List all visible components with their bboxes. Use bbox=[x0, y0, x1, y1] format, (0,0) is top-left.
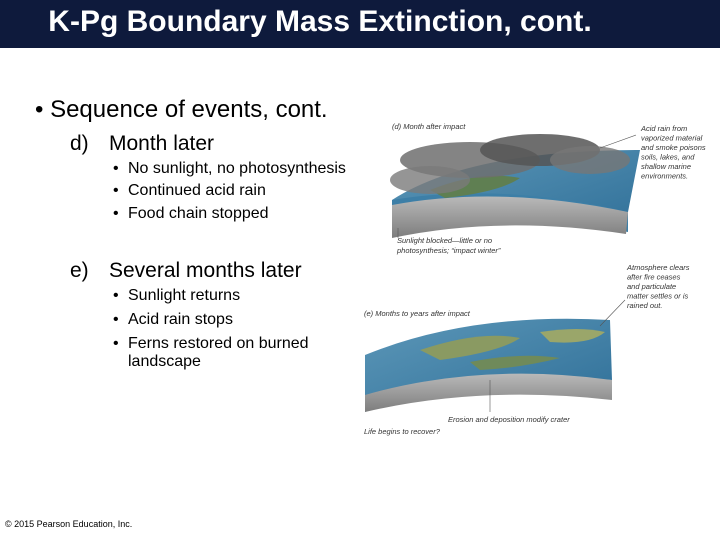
slide-title: K-Pg Boundary Mass Extinction, cont. bbox=[48, 5, 592, 38]
section-heading: e) Several months later bbox=[70, 259, 302, 283]
bullet-dot: • bbox=[113, 182, 119, 199]
section-heading-text: Month later bbox=[109, 132, 215, 155]
figure-label: Atmosphere clears bbox=[626, 263, 690, 272]
sub-bullet-text: Ferns restored on burned landscape bbox=[128, 335, 309, 370]
figure-caption: (e) Months to years after impact bbox=[364, 309, 471, 318]
sub-bullet: • Acid rain stops bbox=[113, 311, 328, 329]
bullet-dot: • bbox=[113, 287, 119, 304]
section-heading-text: Several months later bbox=[109, 259, 302, 282]
bullet-dot: • bbox=[113, 311, 119, 328]
figure-label: and smoke poisons bbox=[641, 143, 706, 152]
bullet-dot: • bbox=[113, 160, 119, 177]
footer: © 2015 Pearson Education, Inc. bbox=[5, 519, 133, 529]
main-bullet: • Sequence of events, cont. bbox=[35, 96, 328, 123]
figure-label: matter settles or is bbox=[627, 292, 689, 301]
figure-label: vaporized material bbox=[641, 134, 703, 143]
title-bar bbox=[0, 0, 720, 48]
figure-caption: (d) Month after impact bbox=[392, 122, 466, 131]
sub-bullet-text: No sunlight, no photosynthesis bbox=[128, 160, 346, 177]
figure-d bbox=[390, 134, 640, 238]
sub-bullet-text: Continued acid rain bbox=[128, 182, 266, 199]
figure-label: rained out. bbox=[627, 301, 662, 310]
figure-label: Erosion and deposition modify crater bbox=[448, 415, 570, 424]
figure-label: after fire ceases bbox=[627, 273, 681, 282]
sub-bullet: • Food chain stopped bbox=[113, 205, 413, 223]
figure-label: photosynthesis; “impact winter” bbox=[396, 246, 501, 255]
figure-label: and particulate bbox=[627, 282, 676, 291]
sub-bullet-text: Acid rain stops bbox=[128, 311, 233, 328]
sub-bullet-text: Food chain stopped bbox=[128, 205, 269, 222]
figure-label: shallow marine bbox=[641, 162, 691, 171]
figure-label: Acid rain from bbox=[640, 124, 687, 133]
section-label: d) bbox=[70, 132, 89, 155]
section-label: e) bbox=[70, 259, 89, 282]
figure-label: Life begins to recover? bbox=[364, 427, 441, 436]
figure-e bbox=[365, 299, 626, 412]
main-bullet-text: Sequence of events, cont. bbox=[50, 96, 328, 123]
figure-label: environments. bbox=[641, 172, 688, 181]
bullet-dot: • bbox=[113, 335, 119, 352]
sub-bullet: • Continued acid rain bbox=[113, 182, 413, 200]
sub-bullet-text: Sunlight returns bbox=[128, 287, 241, 304]
figure-label: soils, lakes, and bbox=[641, 153, 695, 162]
sub-bullet: • Ferns restored on burned landscape bbox=[113, 335, 328, 371]
bullet-dot: • bbox=[113, 205, 119, 222]
figure-label: Sunlight blocked—little or no bbox=[397, 236, 492, 245]
sub-bullet: • No sunlight, no photosynthesis bbox=[113, 160, 413, 178]
section-heading: d) Month later bbox=[70, 132, 214, 156]
sub-bullet: • Sunlight returns bbox=[113, 287, 328, 305]
